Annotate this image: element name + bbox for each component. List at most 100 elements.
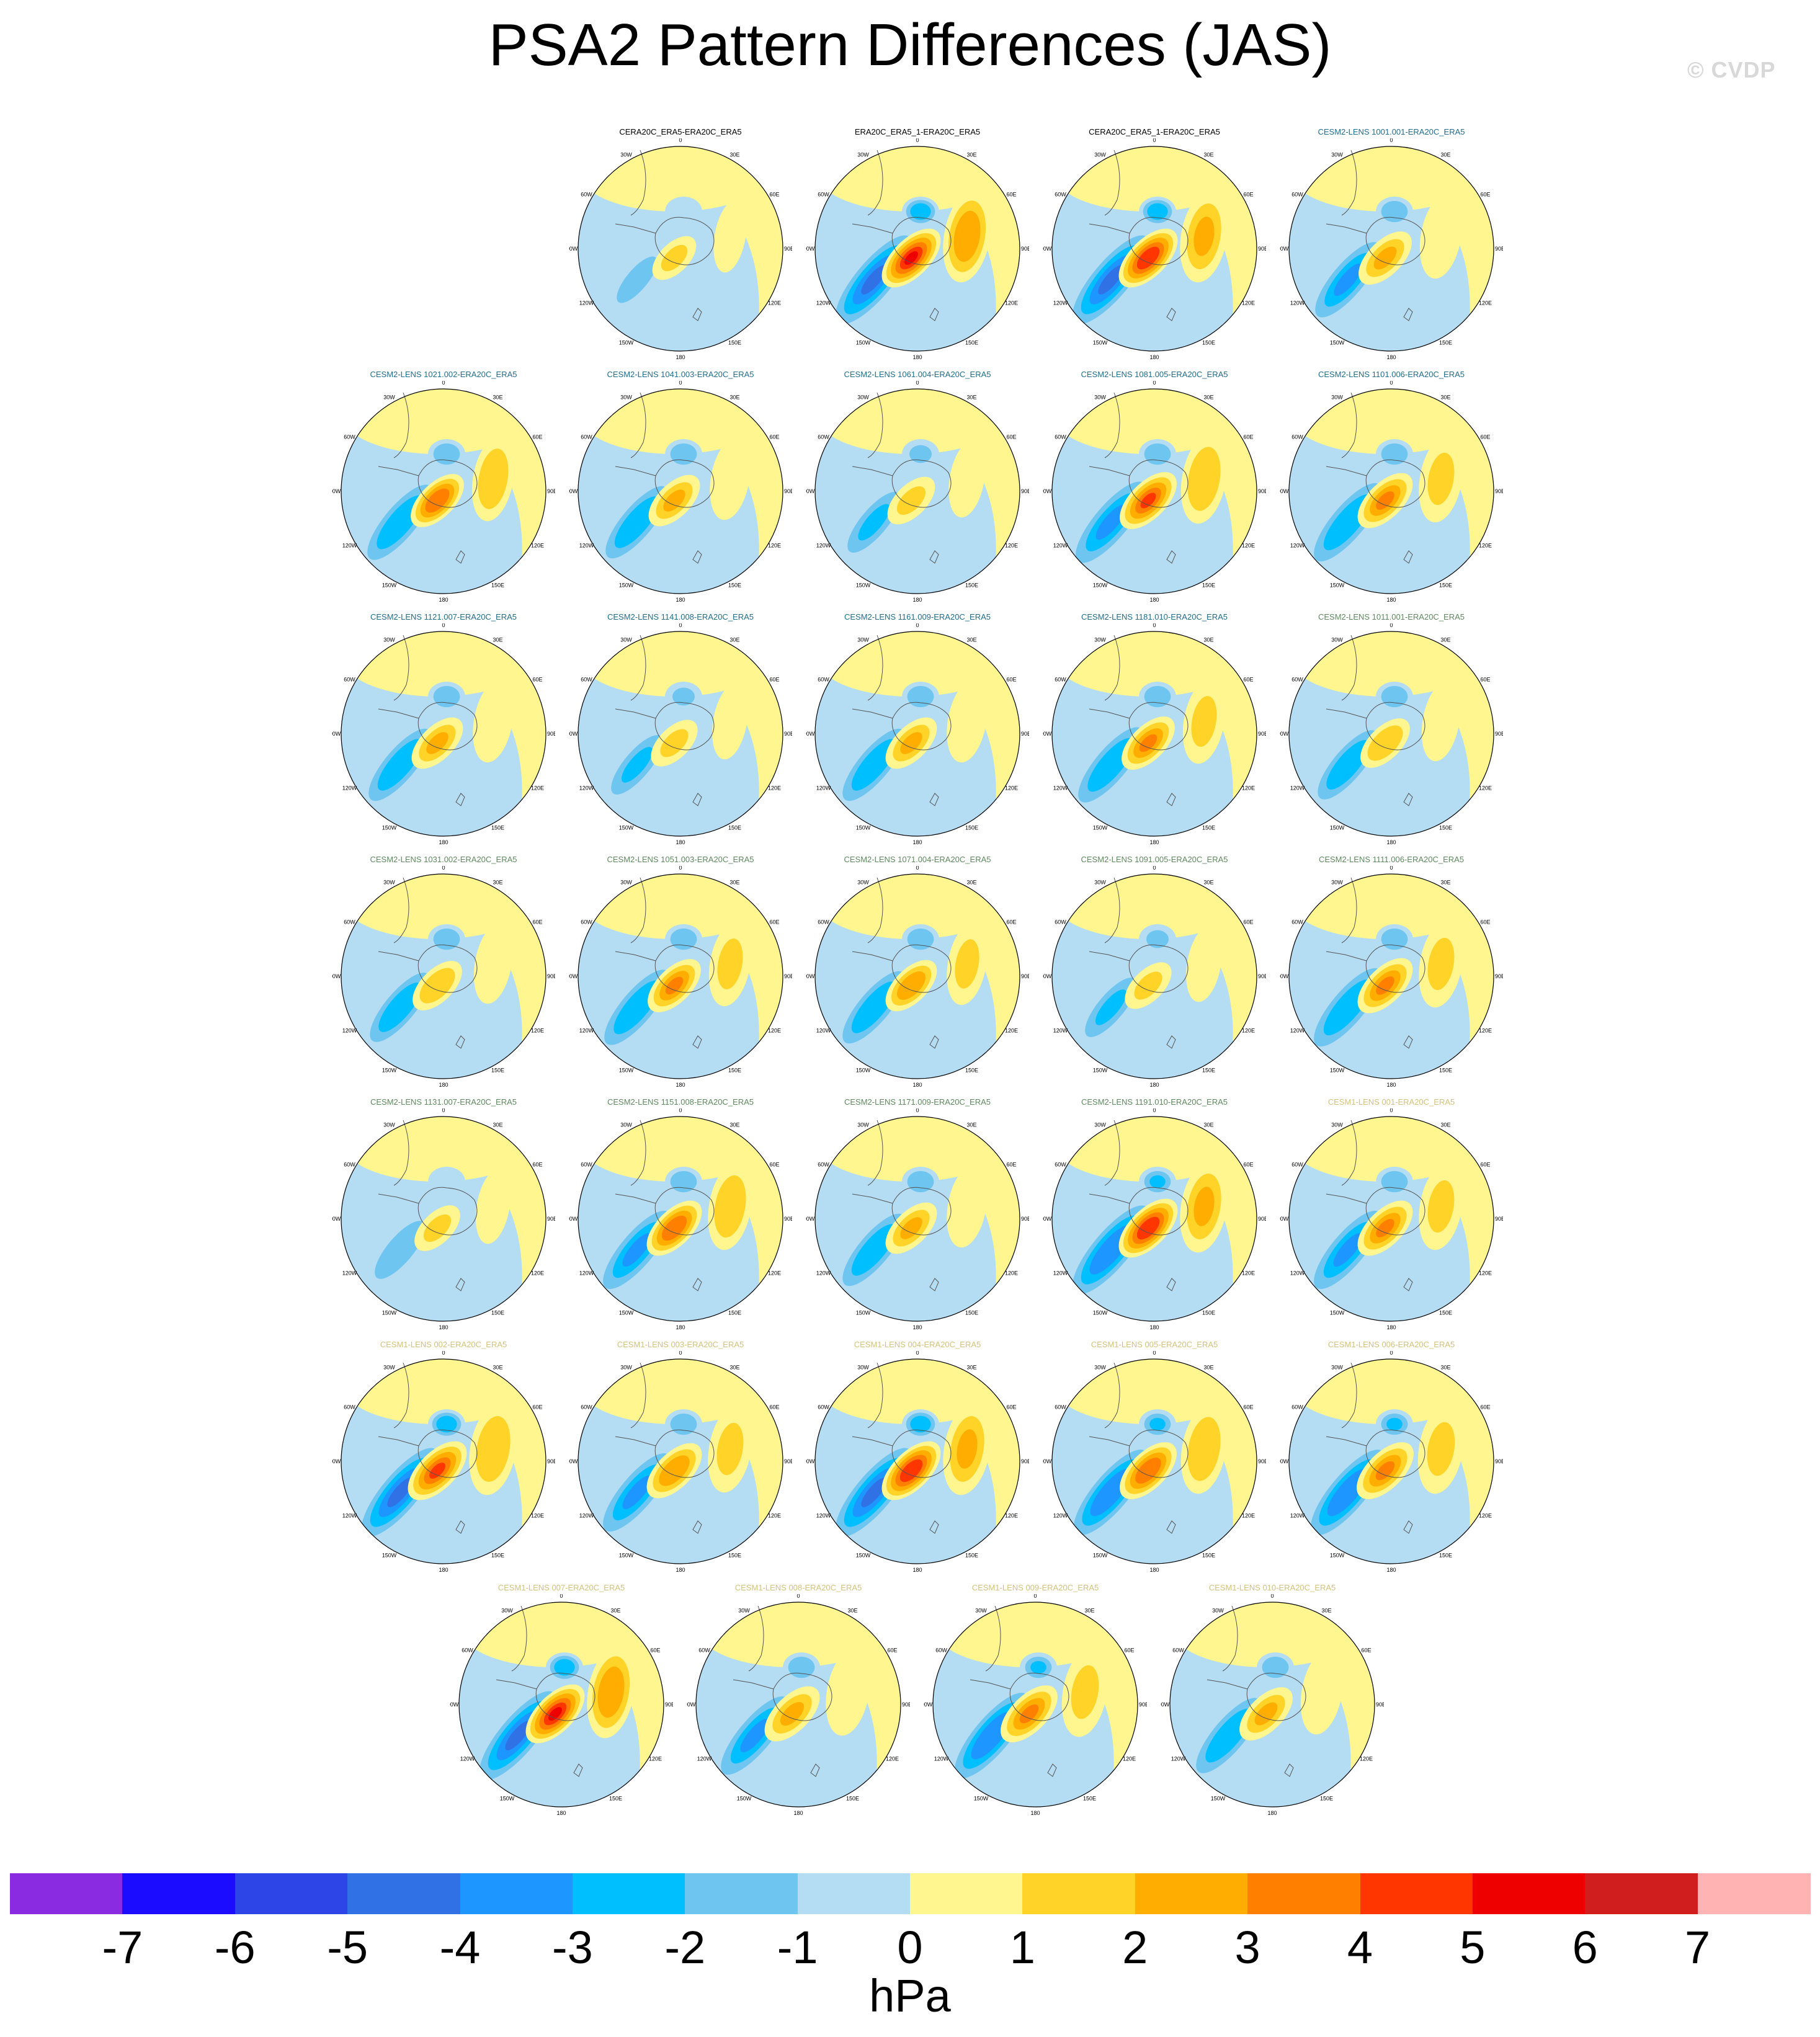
antarctica-coastline bbox=[654, 944, 715, 993]
longitude-label: 0 bbox=[1153, 866, 1156, 871]
longitude-label: 0 bbox=[1270, 1594, 1274, 1599]
pressure-field bbox=[815, 1359, 1020, 1564]
antarctic-peninsula bbox=[378, 708, 419, 719]
longitude-label: 120W bbox=[1290, 300, 1305, 306]
positive-lobe-contour bbox=[426, 732, 448, 754]
longitude-label: 150E bbox=[1202, 1553, 1215, 1559]
map-panel: CESM1-LENS 006-ERA20C_ERA5 0 30E 60E 90E 120E… bbox=[1280, 1340, 1503, 1576]
positive-lobe-contour bbox=[1376, 491, 1394, 510]
map-panel: CERA20C_ERA5_1-ERA20C_ERA5 0 30E 60E 90E 120E… bbox=[1043, 127, 1266, 363]
longitude-label: 150E bbox=[1439, 582, 1452, 589]
new-zealand-coastline bbox=[1166, 1035, 1176, 1049]
colorbar-tick-label: -3 bbox=[551, 1922, 593, 1973]
longitude-label: 30W bbox=[383, 879, 395, 885]
antarctic-peninsula bbox=[1089, 223, 1130, 234]
longitude-label: 90W bbox=[1043, 488, 1052, 494]
longitude-label: 150E bbox=[1202, 340, 1215, 346]
longitude-label: 30E bbox=[729, 879, 739, 885]
panel-title: CESM1-LENS 008-ERA20C_ERA5 bbox=[734, 1583, 862, 1592]
longitude-label: 90W bbox=[1280, 1216, 1289, 1222]
map-border bbox=[1051, 146, 1257, 352]
polar-negative-lobe-contour bbox=[672, 687, 695, 706]
longitude-label: 180 bbox=[1149, 1567, 1159, 1573]
antarctica-coastline bbox=[1365, 1429, 1425, 1478]
polar-map: 0 30E 60E 90E 120E 150E 180 150W 120W 90W 60W 30W bbox=[806, 623, 1029, 845]
longitude-label: 60E bbox=[770, 919, 780, 925]
longitude-label: 30E bbox=[1203, 636, 1213, 643]
polar-negative-lobe-contour bbox=[1381, 443, 1408, 465]
map-border bbox=[1051, 1116, 1257, 1322]
longitude-label: 90W bbox=[924, 1701, 933, 1708]
secondary-positive-lobe-contour bbox=[713, 200, 747, 273]
longitude-label: 60E bbox=[1244, 1162, 1254, 1168]
new-zealand-coastline bbox=[929, 550, 939, 564]
longitude-label: 180 bbox=[1386, 354, 1396, 360]
negative-lobe-contour bbox=[1205, 1708, 1252, 1763]
colorbar-segment bbox=[797, 1873, 911, 1914]
map-panel: CESM2-LENS 1191.010-ERA20C_ERA5 0 30E 60E 90… bbox=[1043, 1097, 1266, 1333]
longitude-label: 60E bbox=[1007, 919, 1017, 925]
panel-title: CESM1-LENS 007-ERA20C_ERA5 bbox=[497, 1583, 625, 1592]
map-panel: CESM1-LENS 002-ERA20C_ERA5 0 30E 60E 90E 120E… bbox=[332, 1340, 555, 1576]
longitude-label: 60W bbox=[1055, 1404, 1066, 1411]
polar-map: 0 30E 60E 90E 120E 150E 180 150W 120W 90W 60W 30W bbox=[569, 623, 792, 845]
longitude-label: 60W bbox=[344, 1404, 355, 1411]
longitude-label: 60E bbox=[533, 1162, 543, 1168]
longitude-label: 180 bbox=[676, 354, 685, 360]
longitude-label: 120W bbox=[1171, 1756, 1186, 1762]
longitude-label: 120E bbox=[886, 1756, 899, 1762]
colorbar-segment bbox=[685, 1873, 798, 1914]
positive-lobe-contour bbox=[1019, 1704, 1039, 1724]
polar-negative-lobe-contour bbox=[1381, 685, 1408, 708]
antarctic-peninsula bbox=[1326, 223, 1367, 234]
polar-map: 0 30E 60E 90E 120E 150E 180 150W 120W 90W 60W 30W bbox=[1280, 138, 1503, 360]
panel-title: CESM2-LENS 1071.004-ERA20C_ERA5 bbox=[844, 855, 991, 864]
longitude-label: 150E bbox=[1202, 1068, 1215, 1074]
pressure-field bbox=[578, 631, 783, 836]
secondary-positive-lobe-contour bbox=[1427, 1422, 1455, 1476]
longitude-label: 90E bbox=[1258, 1458, 1266, 1464]
positive-band bbox=[1130, 631, 1257, 836]
south-america-coastline bbox=[1104, 635, 1120, 701]
negative-lobe-contour bbox=[622, 1475, 652, 1510]
positive-band bbox=[893, 631, 1020, 836]
polar-negative-lobe-contour bbox=[1144, 685, 1171, 708]
longitude-label: 150E bbox=[491, 1068, 504, 1074]
map-panel: CESM2-LENS 1041.003-ERA20C_ERA5 0 30E 60E 90… bbox=[569, 370, 792, 605]
longitude-label: 150E bbox=[491, 825, 504, 831]
longitude-label: 120W bbox=[1290, 543, 1305, 549]
negative-lobe-contour bbox=[1095, 504, 1126, 540]
map-panel: CESM2-LENS 1081.005-ERA20C_ERA5 0 30E 60E 90… bbox=[1043, 370, 1266, 605]
longitude-label: 120E bbox=[1242, 300, 1255, 306]
colorbar-segment bbox=[1472, 1873, 1586, 1914]
south-america-coastline bbox=[867, 1362, 883, 1429]
longitude-label: 0 bbox=[1390, 381, 1393, 386]
polar-map: 0 30E 60E 90E 120E 150E 180 150W 120W 90W 60W 30W bbox=[806, 138, 1029, 360]
longitude-label: 120E bbox=[1123, 1756, 1136, 1762]
pressure-field bbox=[815, 874, 1020, 1079]
longitude-label: 60W bbox=[818, 919, 829, 925]
longitude-label: 30E bbox=[847, 1607, 857, 1613]
negative-lobe-contour bbox=[613, 980, 661, 1035]
longitude-label: 0 bbox=[679, 866, 682, 871]
longitude-label: 150E bbox=[609, 1796, 622, 1802]
longitude-label: 90W bbox=[1043, 1216, 1052, 1222]
longitude-label: 90W bbox=[1280, 1458, 1289, 1464]
positive-band bbox=[1130, 146, 1257, 351]
longitude-label: 90W bbox=[1280, 973, 1289, 979]
colorbar-tick-label: -2 bbox=[664, 1922, 706, 1973]
antarctica-coastline bbox=[417, 702, 478, 751]
polar-map: 0 30E 60E 90E 120E 150E 180 150W 120W 90W 60W 30W bbox=[1161, 1594, 1384, 1816]
positive-band bbox=[656, 146, 783, 351]
positive-band bbox=[893, 389, 1020, 594]
longitude-label: 180 bbox=[1386, 839, 1396, 845]
positive-band bbox=[1367, 146, 1494, 351]
longitude-label: 60E bbox=[1244, 919, 1254, 925]
map-panel: CESM2-LENS 1141.008-ERA20C_ERA5 0 30E 60E 90… bbox=[569, 612, 792, 848]
longitude-label: 0 bbox=[442, 381, 445, 386]
map-panel: CESM2-LENS 1051.003-ERA20C_ERA5 0 30E 60E 90… bbox=[569, 855, 792, 1090]
longitude-label: 120E bbox=[1242, 1270, 1255, 1277]
longitude-label: 30E bbox=[493, 1121, 502, 1128]
positive-lobe-contour bbox=[429, 1463, 445, 1479]
polar-negative-lobe-contour bbox=[554, 1659, 575, 1676]
